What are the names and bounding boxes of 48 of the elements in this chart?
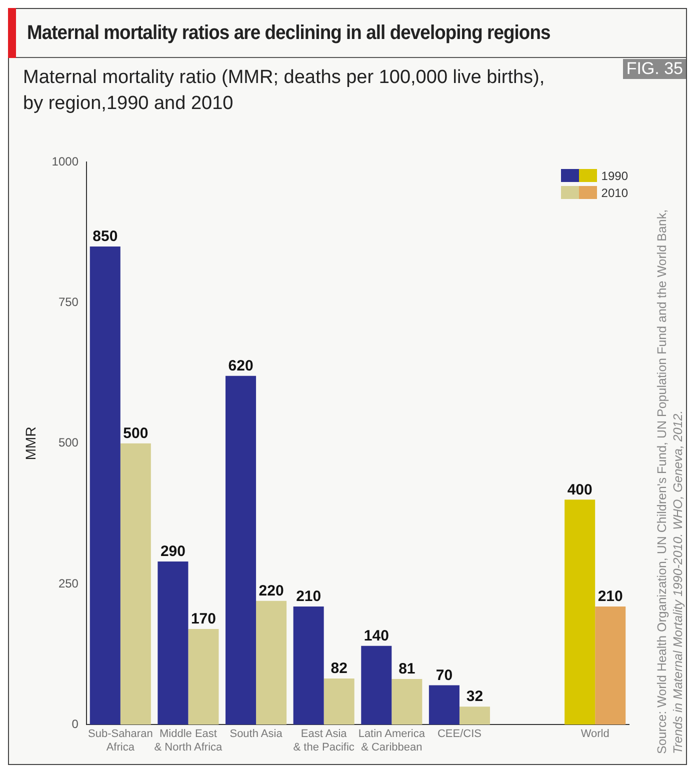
data-label: 32 (466, 688, 484, 706)
data-label: 82 (330, 660, 348, 678)
x-tick-label: World (580, 728, 610, 740)
data-label: 140 (364, 628, 389, 645)
bar (158, 562, 188, 725)
x-tick-label: Latin America & Caribbean (358, 728, 426, 754)
legend-label: 1990 (601, 168, 628, 182)
y-axis-title: MMR (22, 426, 38, 460)
x-tick-label: Sub-Saharan Africa (88, 728, 153, 754)
x-tick-label: Middle East & North Africa (154, 728, 224, 754)
data-label: 500 (123, 425, 148, 442)
x-tick-label: East Asia & the Pacific (293, 728, 355, 754)
bar (188, 628, 219, 725)
text: Trends in Maternal Mortality 1990-2010. WHO, Geneva, 2012. (670, 409, 686, 754)
data-label: 210 (296, 588, 322, 606)
bar (392, 679, 422, 725)
data-label: 220 (258, 582, 284, 600)
caption: FIG. 35 (623, 59, 686, 79)
chart-subtitle: Maternal mortality ratio (MMR; deaths per 100,000 live births), by region,1990 and 2010 (23, 66, 546, 116)
data-label: 290 (160, 543, 186, 560)
source-note: Source: World Health Organization, UN Children's Fund, UN Population Fund and the World Bank, (654, 208, 670, 754)
data-label: 170 (190, 610, 216, 628)
chart-title: Maternal mortality ratios are declining in all developing regions (27, 22, 550, 44)
bar (324, 678, 354, 725)
x-tick-label: CEE/CIS (437, 728, 482, 740)
bar (256, 600, 287, 725)
data-label: 81 (398, 660, 416, 678)
bar (120, 443, 151, 725)
bar (90, 246, 120, 725)
bar (293, 606, 324, 725)
data-label: 400 (567, 481, 592, 498)
bar (428, 685, 460, 725)
data-label: 620 (228, 358, 254, 375)
legend-label: 2010 (601, 186, 628, 200)
data-label: 850 (92, 228, 118, 246)
bar (595, 606, 626, 725)
y-tick-label: 0 (72, 716, 79, 731)
bar (226, 376, 256, 725)
y-tick-label: 750 (58, 295, 79, 310)
data-label: 70 (436, 666, 453, 684)
bar (564, 500, 596, 725)
data-label: 210 (598, 588, 623, 606)
y-tick-label: 250 (58, 576, 79, 590)
y-tick-label: 1000 (52, 154, 79, 169)
bar (459, 706, 490, 725)
x-tick-label: South Asia (230, 728, 284, 740)
bar (361, 646, 392, 725)
y-tick-label: 500 (58, 436, 79, 450)
